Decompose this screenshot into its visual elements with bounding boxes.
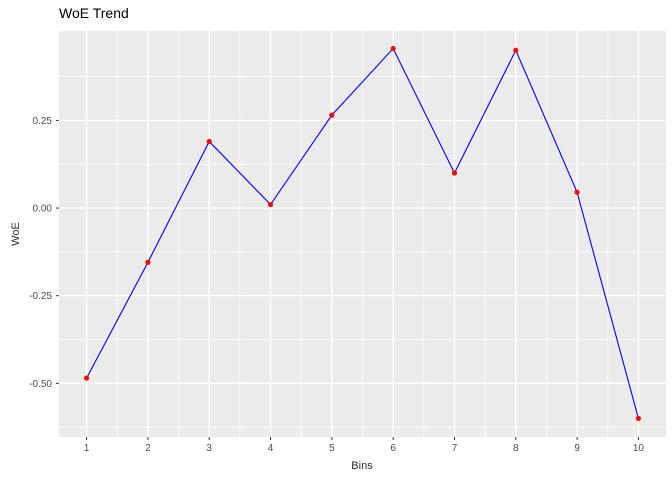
y-tick-label: -0.25 [29,291,52,302]
y-tick-label: -0.50 [29,379,52,390]
data-point [267,201,274,208]
x-tick-label: 3 [206,443,212,454]
data-point [574,189,580,195]
data-point [145,259,151,265]
data-point [513,47,519,53]
x-tick-label: 9 [574,443,580,454]
data-point [635,415,642,422]
x-tick-label: 10 [633,443,645,454]
x-tick-label: 8 [513,443,519,454]
data-point [206,138,212,145]
x-tick-label: 6 [390,443,396,454]
x-tick-label: 7 [452,443,458,454]
trend-line [86,47,639,419]
x-axis-title: Bins [351,460,373,472]
data-point [329,112,335,118]
data-point [390,45,396,52]
y-tick-label: 0.25 [33,116,53,127]
data-point [451,170,458,176]
y-tick-label: 0.00 [33,204,53,215]
x-tick-label: 1 [84,443,90,454]
y-axis-title: WoE [10,222,22,246]
x-tick-label: 4 [268,443,274,454]
data-point [83,375,90,381]
x-tick-label: 2 [145,443,151,454]
chart-title: WoE Trend [59,5,129,21]
x-tick-label: 5 [329,443,335,454]
